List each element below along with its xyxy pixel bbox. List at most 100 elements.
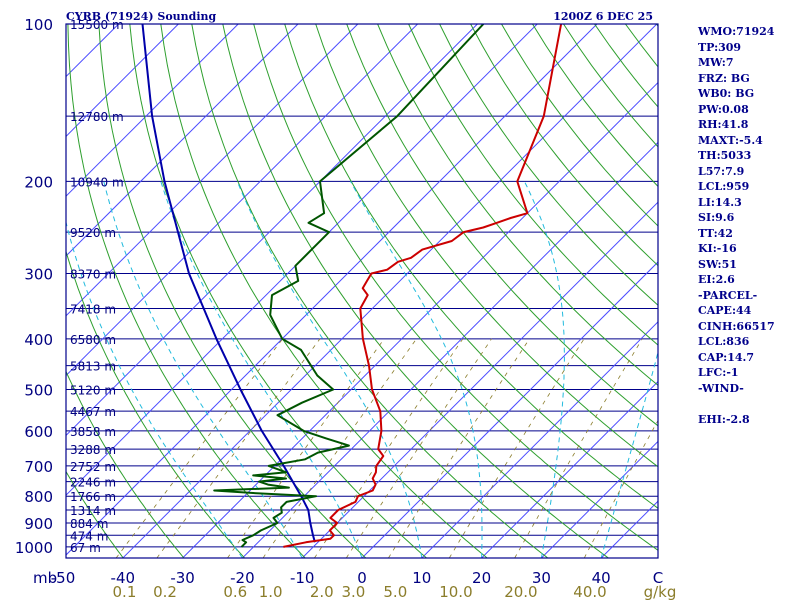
isotherm-line <box>242 141 658 558</box>
mixing-ratio-tick-label: 20.0 <box>504 583 537 600</box>
moist-adiabat-line <box>523 181 565 558</box>
isotherm-line <box>361 261 658 558</box>
index-line: LCL:959 <box>698 180 750 193</box>
index-line: CINH:66517 <box>698 319 775 333</box>
dry-adiabat-line <box>129 24 427 558</box>
dewpoint-trace <box>213 24 485 548</box>
parcel-trace <box>141 24 316 543</box>
temperature-tick-label: -10 <box>290 569 315 587</box>
mixing-ratio-line <box>583 419 658 558</box>
index-line: TP:309 <box>698 40 742 54</box>
mixing-ratio-tick-label: 0.2 <box>153 583 177 600</box>
mixing-ratio-tick-label: 2.0 <box>310 583 334 600</box>
pressure-tick-label: 1000 <box>15 539 53 557</box>
temperature-tick-label: -40 <box>111 569 136 587</box>
index-line: EI:2.6 <box>698 273 735 286</box>
plot-frame <box>65 23 659 559</box>
height-label: 15500 m <box>70 18 124 32</box>
index-line: SI:9.6 <box>698 211 735 224</box>
dry-adiabat-line <box>66 470 124 558</box>
index-line: TH:5033 <box>698 149 752 162</box>
dry-adiabat-line <box>0 24 63 558</box>
index-line: -PARCEL- <box>698 288 758 302</box>
dry-adiabat-line <box>284 24 658 509</box>
mixing-ratio-tick-label: 5.0 <box>383 583 407 600</box>
height-label: 474 m <box>70 529 108 543</box>
moist-adiabat-line <box>350 181 483 558</box>
index-line: MW:7 <box>698 56 734 69</box>
isotherm-line <box>122 24 658 558</box>
height-label: 9520 m <box>70 226 116 240</box>
dry-adiabat-line <box>315 24 658 468</box>
height-label: 1766 m <box>70 490 116 504</box>
index-line: SW:51 <box>698 257 737 271</box>
index-line: CAP:14.7 <box>698 350 755 364</box>
index-line <box>698 396 800 412</box>
dry-adiabat-line <box>66 249 245 558</box>
isotherm-line <box>66 24 478 437</box>
isotherm-line <box>182 81 658 558</box>
temperature-tick-label: 40 <box>592 569 611 587</box>
mixing-ratio-line <box>514 338 643 558</box>
index-line: FRZ: BG <box>698 71 750 85</box>
mixing-ratio-tick-label: 0.6 <box>223 583 247 600</box>
dry-adiabat-line <box>191 24 549 558</box>
mixing-ratio-line <box>345 338 492 558</box>
height-label: 10940 m <box>70 175 124 189</box>
temperature-tick-label: 20 <box>472 569 491 587</box>
pressure-tick-label: 900 <box>24 515 53 533</box>
dry-adiabat-line <box>98 24 367 558</box>
index-line: EHI:-2.8 <box>698 412 750 426</box>
index-line: LI:14.3 <box>698 195 742 209</box>
dry-adiabat-line <box>67 24 306 558</box>
moist-adiabat-line <box>66 220 243 558</box>
isobar-lines <box>66 23 658 548</box>
mixing-ratio-tick-label: 10.0 <box>439 583 472 600</box>
index-line: WMO:71924 <box>698 25 775 38</box>
temperature-tick-label: 0 <box>357 569 367 587</box>
height-label: 7418 m <box>70 303 116 317</box>
dry-adiabat-line <box>439 24 658 306</box>
mixing-ratio-line <box>388 338 530 558</box>
dry-adiabat-line <box>346 24 658 427</box>
dry-adiabat-line <box>66 370 185 558</box>
index-line: WB0: BG <box>698 87 755 100</box>
isotherm-line <box>421 321 658 558</box>
temperature-trace <box>283 24 563 548</box>
isotherm-line <box>66 24 598 556</box>
mixing-ratio-tick-label: 0.1 <box>113 583 137 600</box>
isotherm-line <box>481 380 658 558</box>
pressure-tick-label: 800 <box>24 488 53 506</box>
index-line: LCL:836 <box>698 335 750 348</box>
height-label: 3288 m <box>70 443 116 457</box>
height-label: 8370 m <box>70 267 116 281</box>
isotherm-line <box>66 24 299 257</box>
isotherm-line <box>66 24 538 496</box>
pressure-tick-label: 600 <box>24 423 53 441</box>
index-line: CAPE:44 <box>698 304 752 317</box>
chart-title: CYRB (71924) Sounding <box>66 10 217 23</box>
isotherm-line <box>301 201 658 558</box>
mixing-ratio-line <box>115 338 284 558</box>
pressure-tick-label: 300 <box>24 265 53 283</box>
mixing-ratio-line <box>156 338 321 558</box>
isotherm-line <box>541 440 658 558</box>
temperature-tick-label: 30 <box>532 569 551 587</box>
mixing-ratio-tick-label: 3.0 <box>342 583 366 600</box>
height-label: 6580 m <box>70 333 116 347</box>
height-label: 5813 m <box>70 360 116 374</box>
height-label: 884 m <box>70 517 108 531</box>
dry-adiabat-line <box>253 24 658 551</box>
pressure-tick-label: 700 <box>24 458 53 476</box>
index-line: TT:42 <box>698 226 733 240</box>
index-line: -WIND- <box>698 381 744 395</box>
temperature-tick-label: -20 <box>230 569 255 587</box>
temperature-tick-label: -30 <box>170 569 195 587</box>
index-line: L57:7.9 <box>698 164 745 178</box>
index-line: LFC:-1 <box>698 366 739 379</box>
pressure-tick-label: 100 <box>24 16 53 34</box>
temperature-unit-label: C <box>653 569 663 587</box>
dry-adiabat-line <box>0 24 2 558</box>
pressure-tick-label: 400 <box>24 331 53 349</box>
